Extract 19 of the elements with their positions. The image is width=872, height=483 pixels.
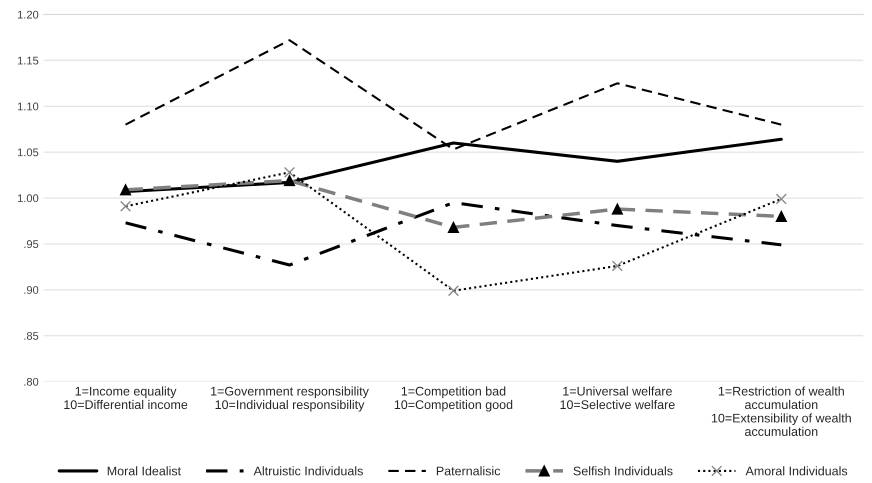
y-tick-label: .90 [24,286,38,294]
x-tick-label: 1=Restriction of wealth accumulation 10=Extensibility of wealth accumulation [712,386,851,436]
y-tick-label: 1.05 [18,148,38,156]
y-tick-label: .85 [24,332,38,340]
y-tick-label: 1.10 [18,102,38,110]
legend-label: Selfish Individuals [574,466,673,476]
y-tick-label: 1.00 [18,194,38,202]
legend-label: Paternalisic [436,466,500,476]
legend-label: Moral Idealist [108,466,181,476]
y-tick-label: .95 [24,240,38,248]
legend-label: Altruistic Individuals [254,466,363,476]
x-tick-label: 1=Competition bad 10=Competition good [394,386,512,412]
legend-label: Amoral Individuals [746,466,848,476]
x-tick-label: 1=Government responsibility 10=Individual responsibility [211,386,369,412]
y-tick-label: .80 [24,378,38,386]
y-tick-label: 1.15 [18,56,38,65]
x-tick-label: 1=Universal welfare 10=Selective welfare [560,386,675,410]
x-tick-label: 1=Income equality 10=Differential income [64,386,188,410]
y-tick-label: 1.20 [18,10,38,19]
